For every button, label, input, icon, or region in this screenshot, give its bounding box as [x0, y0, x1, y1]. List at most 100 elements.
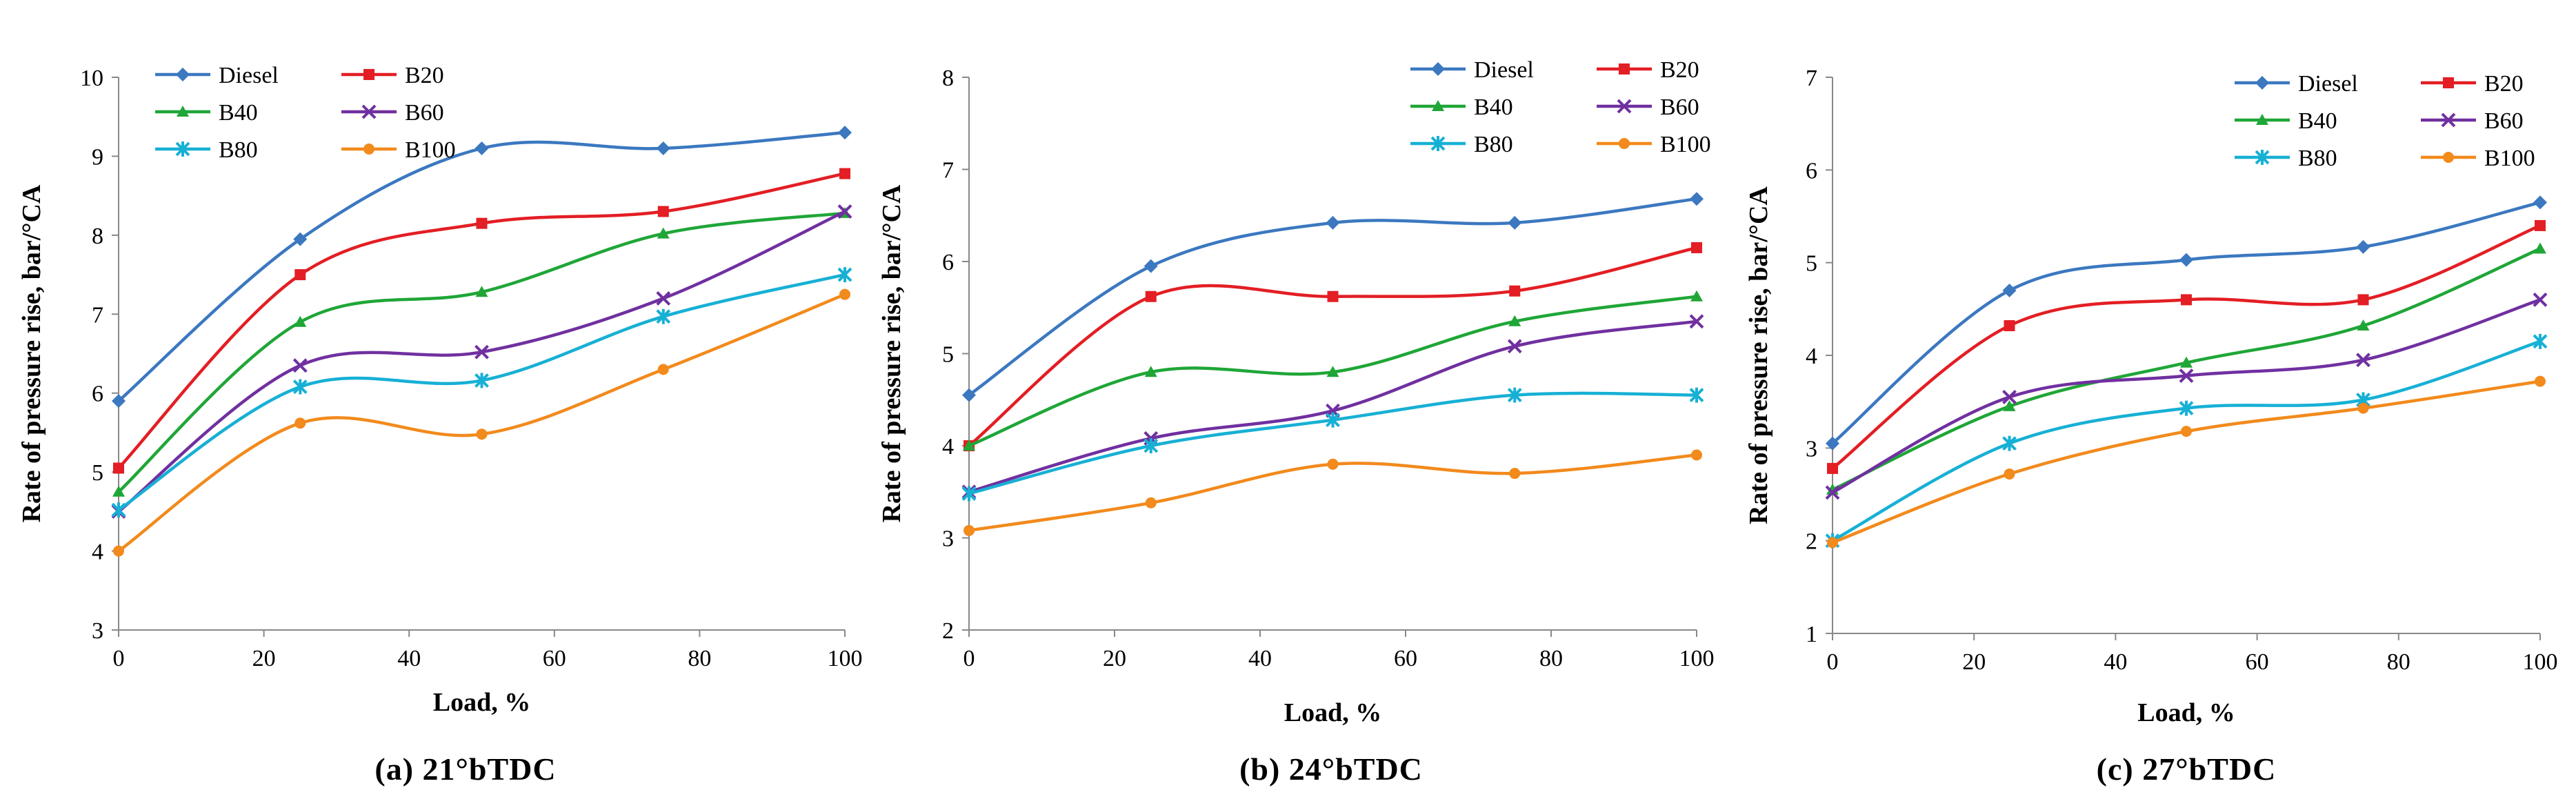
- series-b60: [111, 204, 852, 519]
- legend-marker: [361, 104, 377, 119]
- y-tick-label: 7: [942, 158, 954, 184]
- data-point-b20: [2181, 294, 2192, 306]
- y-tick-label: 2: [942, 618, 954, 644]
- data-point-b20: [839, 168, 850, 179]
- x-tick-label: 60: [543, 646, 566, 671]
- data-point-b80: [2533, 333, 2548, 349]
- series-b60: [961, 314, 1704, 500]
- legend: Diesel B20 B40 B60 B80 B100: [155, 63, 456, 163]
- series-b100: [1827, 375, 2546, 549]
- series-b40: [1826, 242, 2546, 495]
- data-point-b80: [1326, 412, 1340, 428]
- data-point-b20: [1327, 290, 1339, 302]
- data-point-b100: [294, 417, 306, 429]
- data-point-b60: [837, 204, 852, 219]
- data-point-diesel: [112, 394, 126, 408]
- data-point-diesel: [1826, 436, 1839, 451]
- legend-label: B80: [219, 137, 258, 163]
- series-line-b100: [117, 293, 846, 553]
- legend-item: B60: [2421, 108, 2524, 134]
- legend: Diesel B20 B40 B60 B80 B100: [2235, 71, 2535, 171]
- legend-marker: [2255, 76, 2269, 90]
- data-point-b40: [2357, 319, 2370, 331]
- series-line-b60: [117, 210, 846, 513]
- data-point-diesel: [1144, 259, 1158, 273]
- data-point-b80: [656, 308, 671, 324]
- x-tick-label: 40: [2104, 649, 2127, 675]
- y-tick-label: 6: [942, 250, 954, 275]
- series-line-b80: [117, 273, 846, 511]
- y-tick-label: 2: [1806, 529, 1817, 555]
- x-tick-label: 100: [828, 646, 863, 671]
- series-line-b40: [1832, 247, 2541, 491]
- data-point-b100: [113, 545, 124, 557]
- data-point-diesel: [2002, 283, 2017, 297]
- data-point-b60: [1825, 485, 1840, 500]
- legend-item: Diesel: [1410, 57, 1534, 83]
- y-axis-label: Rate of pressure rise, bar/°CA: [1744, 186, 1773, 524]
- data-point-b100: [1509, 468, 1521, 480]
- legend-item: B40: [2235, 108, 2337, 134]
- y-tick-label: 1: [1806, 622, 1817, 647]
- x-axis-label: Load, %: [1284, 698, 1381, 727]
- legend-label: B60: [2484, 108, 2524, 134]
- data-point-b40: [112, 485, 125, 497]
- series-b100: [113, 288, 850, 557]
- x-tick-label: 0: [113, 646, 125, 671]
- x-tick-label: 60: [1394, 646, 1417, 671]
- legend-marker: [1617, 99, 1632, 114]
- y-tick-label: 6: [92, 382, 103, 407]
- data-point-b40: [2003, 400, 2016, 411]
- legend-marker: [2255, 150, 2270, 165]
- series-diesel: [112, 126, 852, 408]
- panel-caption: (b) 24°bTDC: [1239, 751, 1423, 787]
- legend-label: B20: [405, 63, 444, 88]
- data-point-b40: [2534, 242, 2546, 254]
- data-point-b40: [657, 227, 670, 239]
- y-tick-label: 4: [942, 434, 954, 460]
- data-point-b20: [113, 462, 124, 474]
- data-point-b60: [292, 358, 308, 373]
- data-point-b60: [2179, 368, 2194, 383]
- chart-panel-3: 1 2 3 4 5 6 7 0 20 40 60 80 100 Load, % Rate of pressu…: [1744, 66, 2558, 787]
- legend-label: Diesel: [1474, 57, 1534, 83]
- data-point-b100: [963, 524, 975, 536]
- series-b20: [1827, 219, 2546, 474]
- legend-marker: [175, 141, 190, 157]
- legend-label: Diesel: [219, 63, 279, 88]
- data-point-diesel: [293, 232, 308, 246]
- legend-item: B80: [2235, 146, 2337, 171]
- y-tick-label: 4: [92, 540, 103, 565]
- data-point-b40: [963, 440, 975, 451]
- data-point-diesel: [475, 141, 489, 155]
- y-tick-label: 8: [942, 66, 954, 91]
- legend-label: B20: [2484, 71, 2524, 97]
- legend-item: B60: [341, 100, 444, 126]
- x-axis-label: Load, %: [433, 688, 530, 717]
- data-point-b20: [1145, 290, 1157, 302]
- data-point-b80: [1689, 387, 1704, 403]
- data-point-b40: [2180, 356, 2193, 368]
- series-b60: [1825, 292, 2548, 500]
- y-tick-label: 8: [92, 224, 103, 249]
- y-tick-label: 5: [942, 342, 954, 368]
- legend-label: B100: [2484, 146, 2535, 171]
- x-tick-label: 80: [2387, 649, 2410, 675]
- data-point-b100: [1145, 497, 1157, 509]
- series-line-b80: [1831, 339, 2541, 542]
- data-point-b80: [1144, 438, 1159, 453]
- data-point-b40: [1690, 290, 1703, 302]
- legend-label: B40: [1474, 95, 1513, 120]
- data-point-diesel: [1326, 215, 1340, 230]
- legend-marker: [1432, 100, 1444, 111]
- data-point-diesel: [1690, 192, 1704, 206]
- legend-label: B100: [405, 137, 456, 163]
- x-tick-label: 40: [397, 646, 421, 671]
- x-tick-label: 40: [1248, 646, 1272, 671]
- data-point-b100: [476, 428, 488, 440]
- data-point-b60: [1507, 339, 1522, 354]
- legend-marker: [177, 106, 189, 117]
- data-point-b60: [2356, 353, 2370, 368]
